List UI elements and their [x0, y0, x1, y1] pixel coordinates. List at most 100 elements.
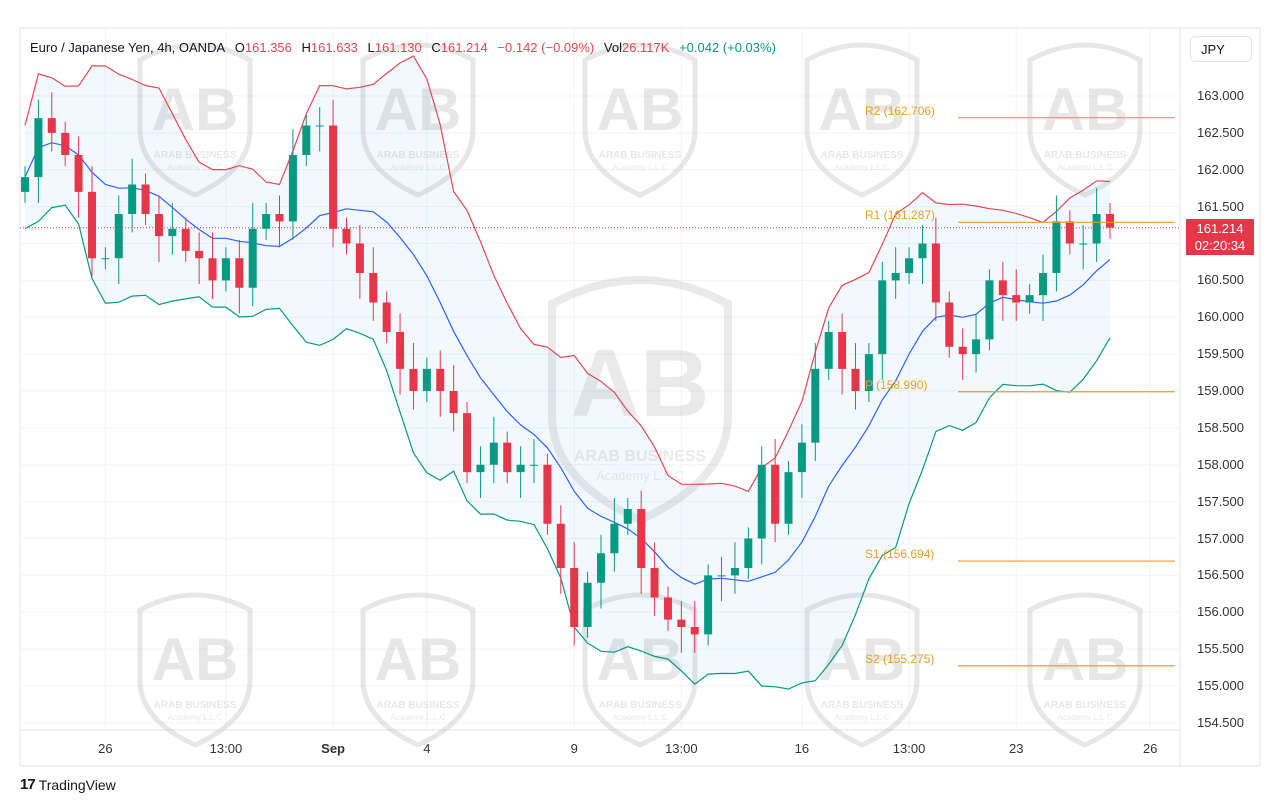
time-axis-label: 16 — [794, 741, 810, 756]
price-axis-label: 163.000 — [1197, 88, 1244, 103]
candle-up — [248, 228, 257, 288]
candle-up — [1052, 221, 1061, 273]
price-axis-label: 158.500 — [1197, 419, 1244, 435]
watermark-name: ARAB BUSINESS — [821, 150, 904, 161]
candle-up — [784, 472, 793, 524]
candle-up — [128, 184, 137, 214]
watermark-sub: Academy L.L.C — [168, 163, 223, 172]
volume-label: Vol — [603, 40, 622, 55]
currency-button[interactable]: JPY — [1190, 36, 1252, 62]
candle-down — [690, 627, 699, 635]
candle-down — [503, 442, 512, 473]
candle-down — [1012, 295, 1021, 303]
time-axis-label: 13:00 — [209, 741, 243, 756]
candle-down — [47, 118, 56, 133]
candle-down — [543, 464, 552, 524]
watermark-name: ARAB BUSINESS — [377, 150, 460, 161]
watermark-logo: AB — [152, 76, 239, 143]
price-axis-label: 157.500 — [1197, 493, 1244, 509]
price-axis-label: 160.000 — [1197, 309, 1244, 325]
volume-value: 26.117K — [621, 40, 670, 55]
watermark-name: ARAB BUSINESS — [377, 700, 460, 711]
candle-down — [396, 332, 405, 369]
candle-up — [824, 332, 833, 369]
watermark-name: ARAB BUSINESS — [1044, 700, 1127, 711]
candle-up — [1092, 214, 1101, 244]
candle-down — [463, 413, 472, 473]
shield-outline — [137, 592, 253, 748]
candle-up — [757, 464, 766, 539]
price-axis-label: 157.000 — [1197, 530, 1244, 546]
shield-outline — [582, 42, 698, 198]
watermark-name: ARAB BUSINESS — [574, 448, 707, 465]
tradingview-brand[interactable]: 17 TradingView — [20, 776, 116, 793]
watermark-logo: AB — [597, 76, 684, 143]
watermark-logo: AB — [819, 76, 906, 143]
watermark-sub: Academy L.L.C — [613, 163, 668, 172]
watermark-shield-icon: AB ARAB BUSINESS Academy L.L.C — [582, 42, 698, 198]
pivot-label: R2 (162.706) — [865, 103, 936, 118]
shield-outline — [1027, 592, 1143, 748]
shield-outline — [804, 592, 920, 748]
candle-up — [516, 464, 525, 473]
candle-down — [931, 243, 940, 303]
candle-down — [1065, 221, 1074, 244]
candle-down — [771, 464, 780, 524]
watermark-sub: Academy L.L.C — [835, 713, 890, 722]
candle-up — [530, 464, 539, 466]
time-axis-label: 13:00 — [892, 741, 926, 756]
candle-up — [864, 354, 873, 391]
candle-down — [61, 132, 70, 155]
high-value: 161.633 — [310, 40, 358, 55]
candle-down — [329, 125, 338, 229]
price-axis-label: 160.500 — [1197, 272, 1244, 288]
candle-up — [21, 177, 29, 192]
candle-down — [342, 228, 351, 244]
candle-down — [382, 302, 391, 332]
candle-up — [1079, 243, 1088, 245]
watermark-name: ARAB BUSINESS — [1044, 150, 1127, 161]
candle-up — [596, 553, 605, 583]
watermark-shield-icon: AB ARAB BUSINESS Academy L.L.C — [360, 42, 476, 198]
price-axis-label: 161.500 — [1197, 198, 1244, 214]
watermark-shield-icon: AB ARAB BUSINESS Academy L.L.C — [1027, 42, 1143, 198]
candle-down — [275, 214, 284, 222]
close-label: C — [431, 40, 441, 55]
high-label: H — [301, 40, 311, 55]
watermark-sub: Academy L.L.C — [835, 163, 890, 172]
shield-outline — [582, 592, 698, 748]
candle-up — [422, 368, 431, 391]
shield-outline — [547, 276, 733, 525]
volume-change: +0.042 (+0.03%) — [679, 40, 776, 55]
candle-down — [369, 273, 378, 303]
candle-up — [985, 280, 994, 340]
watermark-sub: Academy L.L.C — [613, 713, 668, 722]
candle-up — [168, 228, 177, 237]
candle-up — [891, 273, 900, 281]
bollinger-basis-line — [24, 142, 1111, 585]
watermark-shield-icon: AB ARAB BUSINESS Academy L.L.C — [547, 276, 733, 525]
candle-up — [583, 582, 592, 627]
last-price: 161.214 — [1196, 221, 1244, 236]
candle-up — [34, 118, 43, 178]
watermark-sub: Academy L.L.C — [1058, 713, 1113, 722]
last-price-tag: 161.214 02:20:34 — [1186, 219, 1254, 255]
bollinger-upper-line — [24, 55, 1111, 493]
candle-down — [650, 568, 659, 598]
candle-down — [409, 368, 418, 391]
low-label: L — [367, 40, 375, 55]
watermark-logo: AB — [375, 76, 462, 143]
candle-up — [918, 243, 927, 259]
time-axis-label: 13:00 — [665, 741, 698, 756]
candle-down — [235, 258, 244, 288]
watermark-sub: Academy L.L.C — [1058, 163, 1113, 172]
price-axis-label: 159.500 — [1197, 346, 1244, 362]
candle-up — [221, 258, 230, 281]
watermark-sub: Academy L.L.C — [168, 713, 223, 722]
candle-up — [101, 258, 110, 260]
candle-down — [570, 568, 579, 627]
candle-down — [958, 346, 967, 355]
candle-up — [878, 280, 887, 355]
candle-down — [838, 332, 847, 369]
